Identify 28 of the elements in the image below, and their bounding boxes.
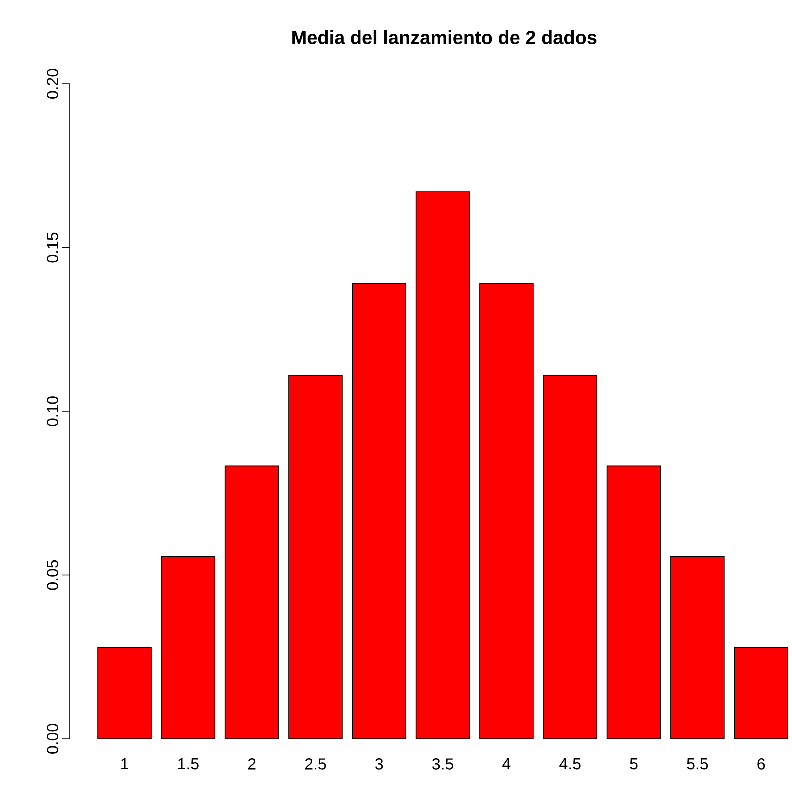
bar [288,375,343,740]
x-tick-label: 4.5 [560,758,581,770]
y-tick-label: 0.20 [47,69,58,99]
x-tick-label: 2.5 [305,758,326,770]
x-tick-label: 1 [122,758,128,770]
bar [161,556,216,740]
bar [224,466,280,740]
x-tick-label: 5.5 [687,758,708,770]
x-tick-label: 1.5 [178,758,199,770]
x-tick-label: 2 [248,758,256,770]
bar [670,556,725,740]
bar [416,192,470,740]
bar [543,375,598,740]
x-tick-label: 3 [376,758,384,770]
x-tick-label: 6 [758,758,766,770]
x-tick-label: 3.5 [432,758,454,770]
bar [98,648,152,740]
bar [734,648,788,740]
bar [352,283,407,740]
y-tick-label: 0.00 [47,724,58,754]
chart-title: Media del lanzamiento de 2 dados [292,30,597,44]
x-tick-label: 4 [502,758,511,770]
y-tick-label: 0.05 [47,560,58,590]
bar [606,466,662,740]
x-tick-label: 5 [630,758,638,770]
y-tick-label: 0.15 [47,232,58,263]
bar [480,283,534,740]
y-tick-label: 0.10 [47,396,58,426]
